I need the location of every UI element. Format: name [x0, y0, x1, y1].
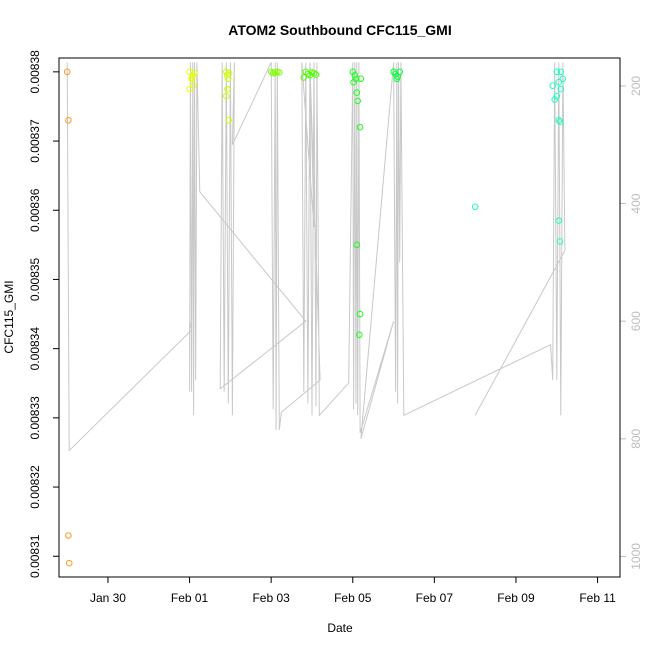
- altitude-line-layer: [66, 62, 566, 452]
- data-point: [551, 96, 559, 103]
- data-point: [65, 532, 72, 539]
- data-point: [556, 118, 564, 125]
- x-tick-label: Feb 01: [171, 591, 209, 605]
- data-point: [186, 85, 193, 93]
- data-point: [353, 241, 361, 249]
- y-tick-label: 0.00837: [28, 119, 42, 163]
- x-tick-label: Feb 05: [334, 591, 372, 605]
- data-point: [276, 69, 283, 76]
- y-tick-label: 0.00832: [28, 465, 42, 509]
- right-tick-label: 400: [629, 193, 643, 213]
- data-point: [63, 68, 71, 76]
- data-point: [553, 68, 561, 76]
- data-point: [559, 75, 567, 83]
- data-point: [356, 331, 363, 339]
- data-point: [393, 75, 401, 83]
- y-tick-label: 0.00835: [28, 257, 42, 301]
- y-tick-label: 0.00836: [28, 188, 42, 232]
- data-point: [549, 82, 557, 89]
- right-tick-label: 1000: [629, 543, 643, 570]
- data-point: [354, 97, 362, 105]
- x-tick-label: Jan 30: [90, 591, 126, 605]
- right-tick-label: 200: [629, 76, 643, 96]
- y-tick-label: 0.00834: [28, 327, 42, 371]
- x-tick-label: Feb 11: [579, 591, 616, 605]
- y-axis-label: CFC115_GMI: [2, 280, 16, 353]
- data-point: [555, 217, 563, 224]
- data-point: [557, 85, 565, 93]
- data-point: [555, 78, 563, 86]
- data-point: [356, 310, 364, 318]
- data-point: [353, 89, 361, 96]
- right-tick-label: 600: [629, 311, 643, 331]
- data-point: [223, 92, 230, 100]
- data-point: [223, 72, 231, 79]
- plot-frame: [58, 57, 621, 578]
- points-layer: [63, 68, 567, 567]
- y-tick-label: 0.00838: [28, 50, 42, 94]
- altitude-line: [66, 62, 566, 452]
- data-point: [555, 117, 563, 124]
- data-point: [312, 71, 320, 78]
- axes-layer: Jan 30 Feb 01 Feb 03 Feb 05 Feb 07 Feb 09 Feb …: [28, 50, 643, 605]
- data-point: [225, 117, 232, 124]
- data-point: [351, 72, 359, 79]
- x-tick-label: Feb 09: [497, 591, 535, 605]
- data-point: [471, 203, 479, 211]
- data-point: [557, 68, 565, 76]
- x-tick-label: Feb 07: [416, 591, 454, 605]
- data-point: [356, 123, 364, 131]
- data-point: [188, 74, 196, 81]
- data-point: [224, 85, 231, 93]
- data-point: [396, 68, 404, 76]
- data-point: [65, 559, 73, 567]
- data-point: [65, 117, 72, 124]
- y-tick-label: 0.00831: [28, 534, 42, 578]
- x-tick-label: Feb 03: [252, 591, 290, 605]
- data-point: [357, 75, 365, 83]
- data-point: [553, 92, 561, 100]
- y-tick-label: 0.00833: [28, 396, 42, 440]
- data-point: [556, 238, 564, 245]
- chart-title: ATOM2 Southbound CFC115_GMI: [228, 22, 452, 38]
- data-point: [350, 78, 357, 86]
- data-point: [225, 69, 233, 77]
- x-axis-label: Date: [327, 621, 353, 635]
- data-point: [190, 82, 197, 89]
- data-point: [300, 74, 308, 81]
- data-point: [302, 68, 310, 76]
- right-tick-label: 800: [629, 428, 643, 448]
- data-point: [349, 68, 357, 76]
